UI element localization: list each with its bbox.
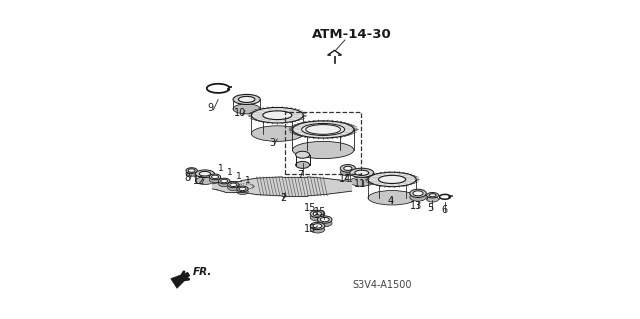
Ellipse shape xyxy=(221,179,228,183)
Ellipse shape xyxy=(212,175,218,179)
Ellipse shape xyxy=(195,170,214,178)
Text: 13: 13 xyxy=(410,202,422,211)
Polygon shape xyxy=(212,183,217,190)
Polygon shape xyxy=(217,181,225,192)
Ellipse shape xyxy=(310,214,324,221)
Ellipse shape xyxy=(199,171,211,176)
Polygon shape xyxy=(339,180,351,193)
Polygon shape xyxy=(326,178,339,194)
Text: 15: 15 xyxy=(305,203,317,213)
Polygon shape xyxy=(241,178,257,195)
Ellipse shape xyxy=(320,217,329,222)
Text: 15: 15 xyxy=(314,207,327,218)
Ellipse shape xyxy=(410,193,426,201)
Ellipse shape xyxy=(292,141,354,159)
Text: 1: 1 xyxy=(236,172,242,181)
Ellipse shape xyxy=(413,191,423,196)
Ellipse shape xyxy=(410,189,426,197)
Ellipse shape xyxy=(349,168,374,177)
Text: 8: 8 xyxy=(184,173,190,183)
Ellipse shape xyxy=(209,174,221,180)
Ellipse shape xyxy=(317,216,332,223)
Text: 1: 1 xyxy=(245,176,251,185)
Ellipse shape xyxy=(233,104,260,114)
Ellipse shape xyxy=(349,177,374,186)
Ellipse shape xyxy=(239,96,255,102)
Ellipse shape xyxy=(317,219,332,227)
Ellipse shape xyxy=(378,175,406,183)
Text: 2: 2 xyxy=(280,193,286,203)
Ellipse shape xyxy=(218,181,230,187)
Ellipse shape xyxy=(355,170,369,175)
Ellipse shape xyxy=(313,212,322,216)
Ellipse shape xyxy=(263,111,292,120)
Ellipse shape xyxy=(233,94,260,104)
Text: 4: 4 xyxy=(387,197,393,206)
Text: 12: 12 xyxy=(193,176,205,186)
Ellipse shape xyxy=(186,171,197,176)
Ellipse shape xyxy=(296,151,310,158)
Text: FR.: FR. xyxy=(193,267,212,278)
Ellipse shape xyxy=(301,123,345,136)
Text: 15: 15 xyxy=(305,224,317,234)
Ellipse shape xyxy=(340,165,355,172)
Text: 1: 1 xyxy=(227,168,233,177)
Ellipse shape xyxy=(228,185,239,190)
Polygon shape xyxy=(257,177,282,196)
Ellipse shape xyxy=(368,190,416,205)
Ellipse shape xyxy=(252,108,303,123)
Ellipse shape xyxy=(296,161,310,168)
Ellipse shape xyxy=(427,197,438,202)
Ellipse shape xyxy=(344,166,352,170)
Ellipse shape xyxy=(368,172,416,187)
Polygon shape xyxy=(282,177,307,196)
Ellipse shape xyxy=(313,224,322,228)
Polygon shape xyxy=(307,177,326,196)
Ellipse shape xyxy=(252,126,303,141)
Ellipse shape xyxy=(292,121,354,138)
Ellipse shape xyxy=(310,210,324,218)
Polygon shape xyxy=(171,272,190,288)
Ellipse shape xyxy=(310,226,324,233)
Text: 6: 6 xyxy=(441,205,447,215)
Text: 9: 9 xyxy=(208,103,214,114)
Text: 11: 11 xyxy=(355,179,367,189)
Ellipse shape xyxy=(307,125,340,134)
Text: 3: 3 xyxy=(269,138,275,148)
Text: 5: 5 xyxy=(428,203,434,213)
Text: S3V4-A1500: S3V4-A1500 xyxy=(352,279,412,290)
Ellipse shape xyxy=(228,182,239,188)
Ellipse shape xyxy=(188,169,195,172)
Ellipse shape xyxy=(306,125,340,134)
Ellipse shape xyxy=(218,178,230,184)
Ellipse shape xyxy=(427,193,438,198)
Ellipse shape xyxy=(209,177,221,182)
Ellipse shape xyxy=(429,194,436,197)
Text: ATM-14-30: ATM-14-30 xyxy=(312,28,392,41)
Text: 1: 1 xyxy=(218,164,223,173)
Ellipse shape xyxy=(340,168,355,176)
Ellipse shape xyxy=(237,186,248,192)
Ellipse shape xyxy=(230,183,237,187)
Ellipse shape xyxy=(186,168,197,174)
Ellipse shape xyxy=(310,222,324,230)
Text: 14: 14 xyxy=(339,174,351,184)
Text: 10: 10 xyxy=(234,108,246,118)
Ellipse shape xyxy=(239,187,246,191)
Polygon shape xyxy=(225,181,241,192)
Ellipse shape xyxy=(237,189,248,195)
Text: 7: 7 xyxy=(297,169,303,180)
Ellipse shape xyxy=(195,177,214,184)
